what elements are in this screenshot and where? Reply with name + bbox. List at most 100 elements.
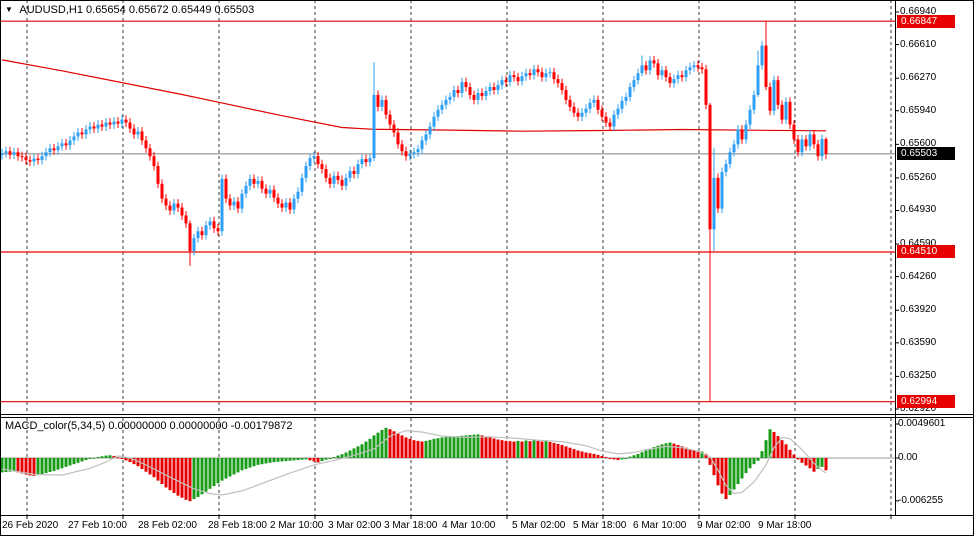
macd-histogram-bar xyxy=(656,445,660,458)
macd-histogram-bar xyxy=(160,458,164,485)
candle-bear xyxy=(124,119,128,123)
macd-histogram-bar xyxy=(452,436,456,458)
candle-bull xyxy=(772,80,776,111)
macd-histogram-bar xyxy=(548,441,552,458)
macd-histogram-bar xyxy=(132,458,136,465)
macd-histogram-bar xyxy=(808,458,812,469)
macd-histogram-bar xyxy=(460,435,464,458)
candle-bull xyxy=(300,177,304,192)
macd-histogram-bar xyxy=(328,458,332,459)
candle-bear xyxy=(200,231,204,236)
candle-bear xyxy=(180,207,184,216)
candle-bear xyxy=(652,60,656,64)
candle-bull xyxy=(524,73,528,77)
macd-histogram-bar xyxy=(516,440,520,458)
macd-histogram-bar xyxy=(412,440,416,458)
candle-bull xyxy=(84,129,88,135)
candle-bull xyxy=(296,191,300,199)
macd-histogram-bar xyxy=(668,442,672,458)
candle-bear xyxy=(468,87,472,95)
candle-bull xyxy=(444,99,448,105)
macd-histogram-bar xyxy=(136,458,140,467)
macd-histogram-bar xyxy=(108,455,112,458)
macd-histogram-bar xyxy=(820,458,824,467)
macd-histogram-bar xyxy=(580,451,584,458)
candle-bull xyxy=(648,60,652,71)
macd-histogram-bar xyxy=(408,438,412,458)
candle-bear xyxy=(740,129,744,140)
candle-bear xyxy=(400,144,404,152)
candle-bear xyxy=(568,99,572,107)
candle-bull xyxy=(808,134,812,147)
candle-bear xyxy=(796,139,800,153)
macd-histogram-bar xyxy=(192,458,196,500)
macd-histogram-bar xyxy=(180,458,184,498)
macd-histogram-bar xyxy=(380,429,384,458)
candle-bear xyxy=(252,178,256,184)
macd-histogram-bar xyxy=(648,448,652,458)
candle-bear xyxy=(352,170,356,174)
macd-histogram-bar xyxy=(216,458,220,484)
macd-histogram-bar xyxy=(4,458,8,473)
candle-bear xyxy=(536,69,540,73)
macd-histogram-bar xyxy=(308,458,312,461)
macd-histogram-bar xyxy=(644,450,648,458)
candle-bull xyxy=(636,73,640,81)
macd-histogram-bar xyxy=(120,458,124,459)
candle-bull xyxy=(56,146,60,151)
candle-bear xyxy=(768,87,772,111)
macd-histogram-bar xyxy=(684,447,688,458)
macd-histogram-bar xyxy=(432,438,436,458)
macd-histogram-bar xyxy=(544,440,548,458)
macd-histogram-bar xyxy=(688,449,692,458)
candle-bear xyxy=(340,179,344,186)
candle-bull xyxy=(372,94,376,159)
macd-histogram-bar xyxy=(536,440,540,458)
candle-bear xyxy=(36,158,40,161)
candle-bull xyxy=(756,65,760,95)
macd-histogram-bar xyxy=(168,458,172,491)
candle-bull xyxy=(40,156,44,161)
macd-histogram-bar xyxy=(232,458,236,475)
macd-histogram-bar xyxy=(68,458,72,466)
candle-bear xyxy=(148,148,152,157)
candle-bear xyxy=(704,69,708,105)
macd-histogram-bar xyxy=(792,454,796,458)
candle-bear xyxy=(152,156,156,167)
macd-histogram-bar xyxy=(264,458,268,464)
macd-histogram-bar xyxy=(32,458,36,476)
candle-bull xyxy=(4,151,8,154)
candle-bull xyxy=(360,159,364,165)
macd-histogram-bar xyxy=(824,458,828,471)
candle-bull xyxy=(284,202,288,208)
macd-histogram-bar xyxy=(388,429,392,458)
candle-bull xyxy=(612,114,616,127)
candle-bull xyxy=(44,152,48,157)
macd-histogram-bar xyxy=(768,429,772,458)
candle-bear xyxy=(792,124,796,140)
candle-bear xyxy=(600,109,604,117)
macd-histogram-bar xyxy=(368,438,372,458)
candle-bull xyxy=(532,69,536,76)
candle-bear xyxy=(20,156,24,158)
candle-bear xyxy=(556,79,560,84)
candle-bull xyxy=(0,153,4,156)
macd-histogram-bar xyxy=(704,453,708,458)
candle-bull xyxy=(344,177,348,186)
macd-histogram-bar xyxy=(420,441,424,458)
candle-bear xyxy=(236,201,240,209)
macd-histogram-bar xyxy=(512,441,516,458)
macd-histogram-bar xyxy=(276,458,280,462)
macd-histogram-bar xyxy=(148,458,152,475)
macd-histogram-bar xyxy=(784,444,788,458)
candle-bear xyxy=(276,197,280,204)
macd-histogram-bar xyxy=(616,458,620,461)
candle-bear xyxy=(8,151,12,155)
candle-bull xyxy=(640,65,644,74)
macd-histogram-bar xyxy=(592,453,596,458)
candle-bear xyxy=(472,94,476,100)
candle-bull xyxy=(204,225,208,236)
macd-histogram-bar xyxy=(804,458,808,466)
candle-bull xyxy=(232,201,236,206)
